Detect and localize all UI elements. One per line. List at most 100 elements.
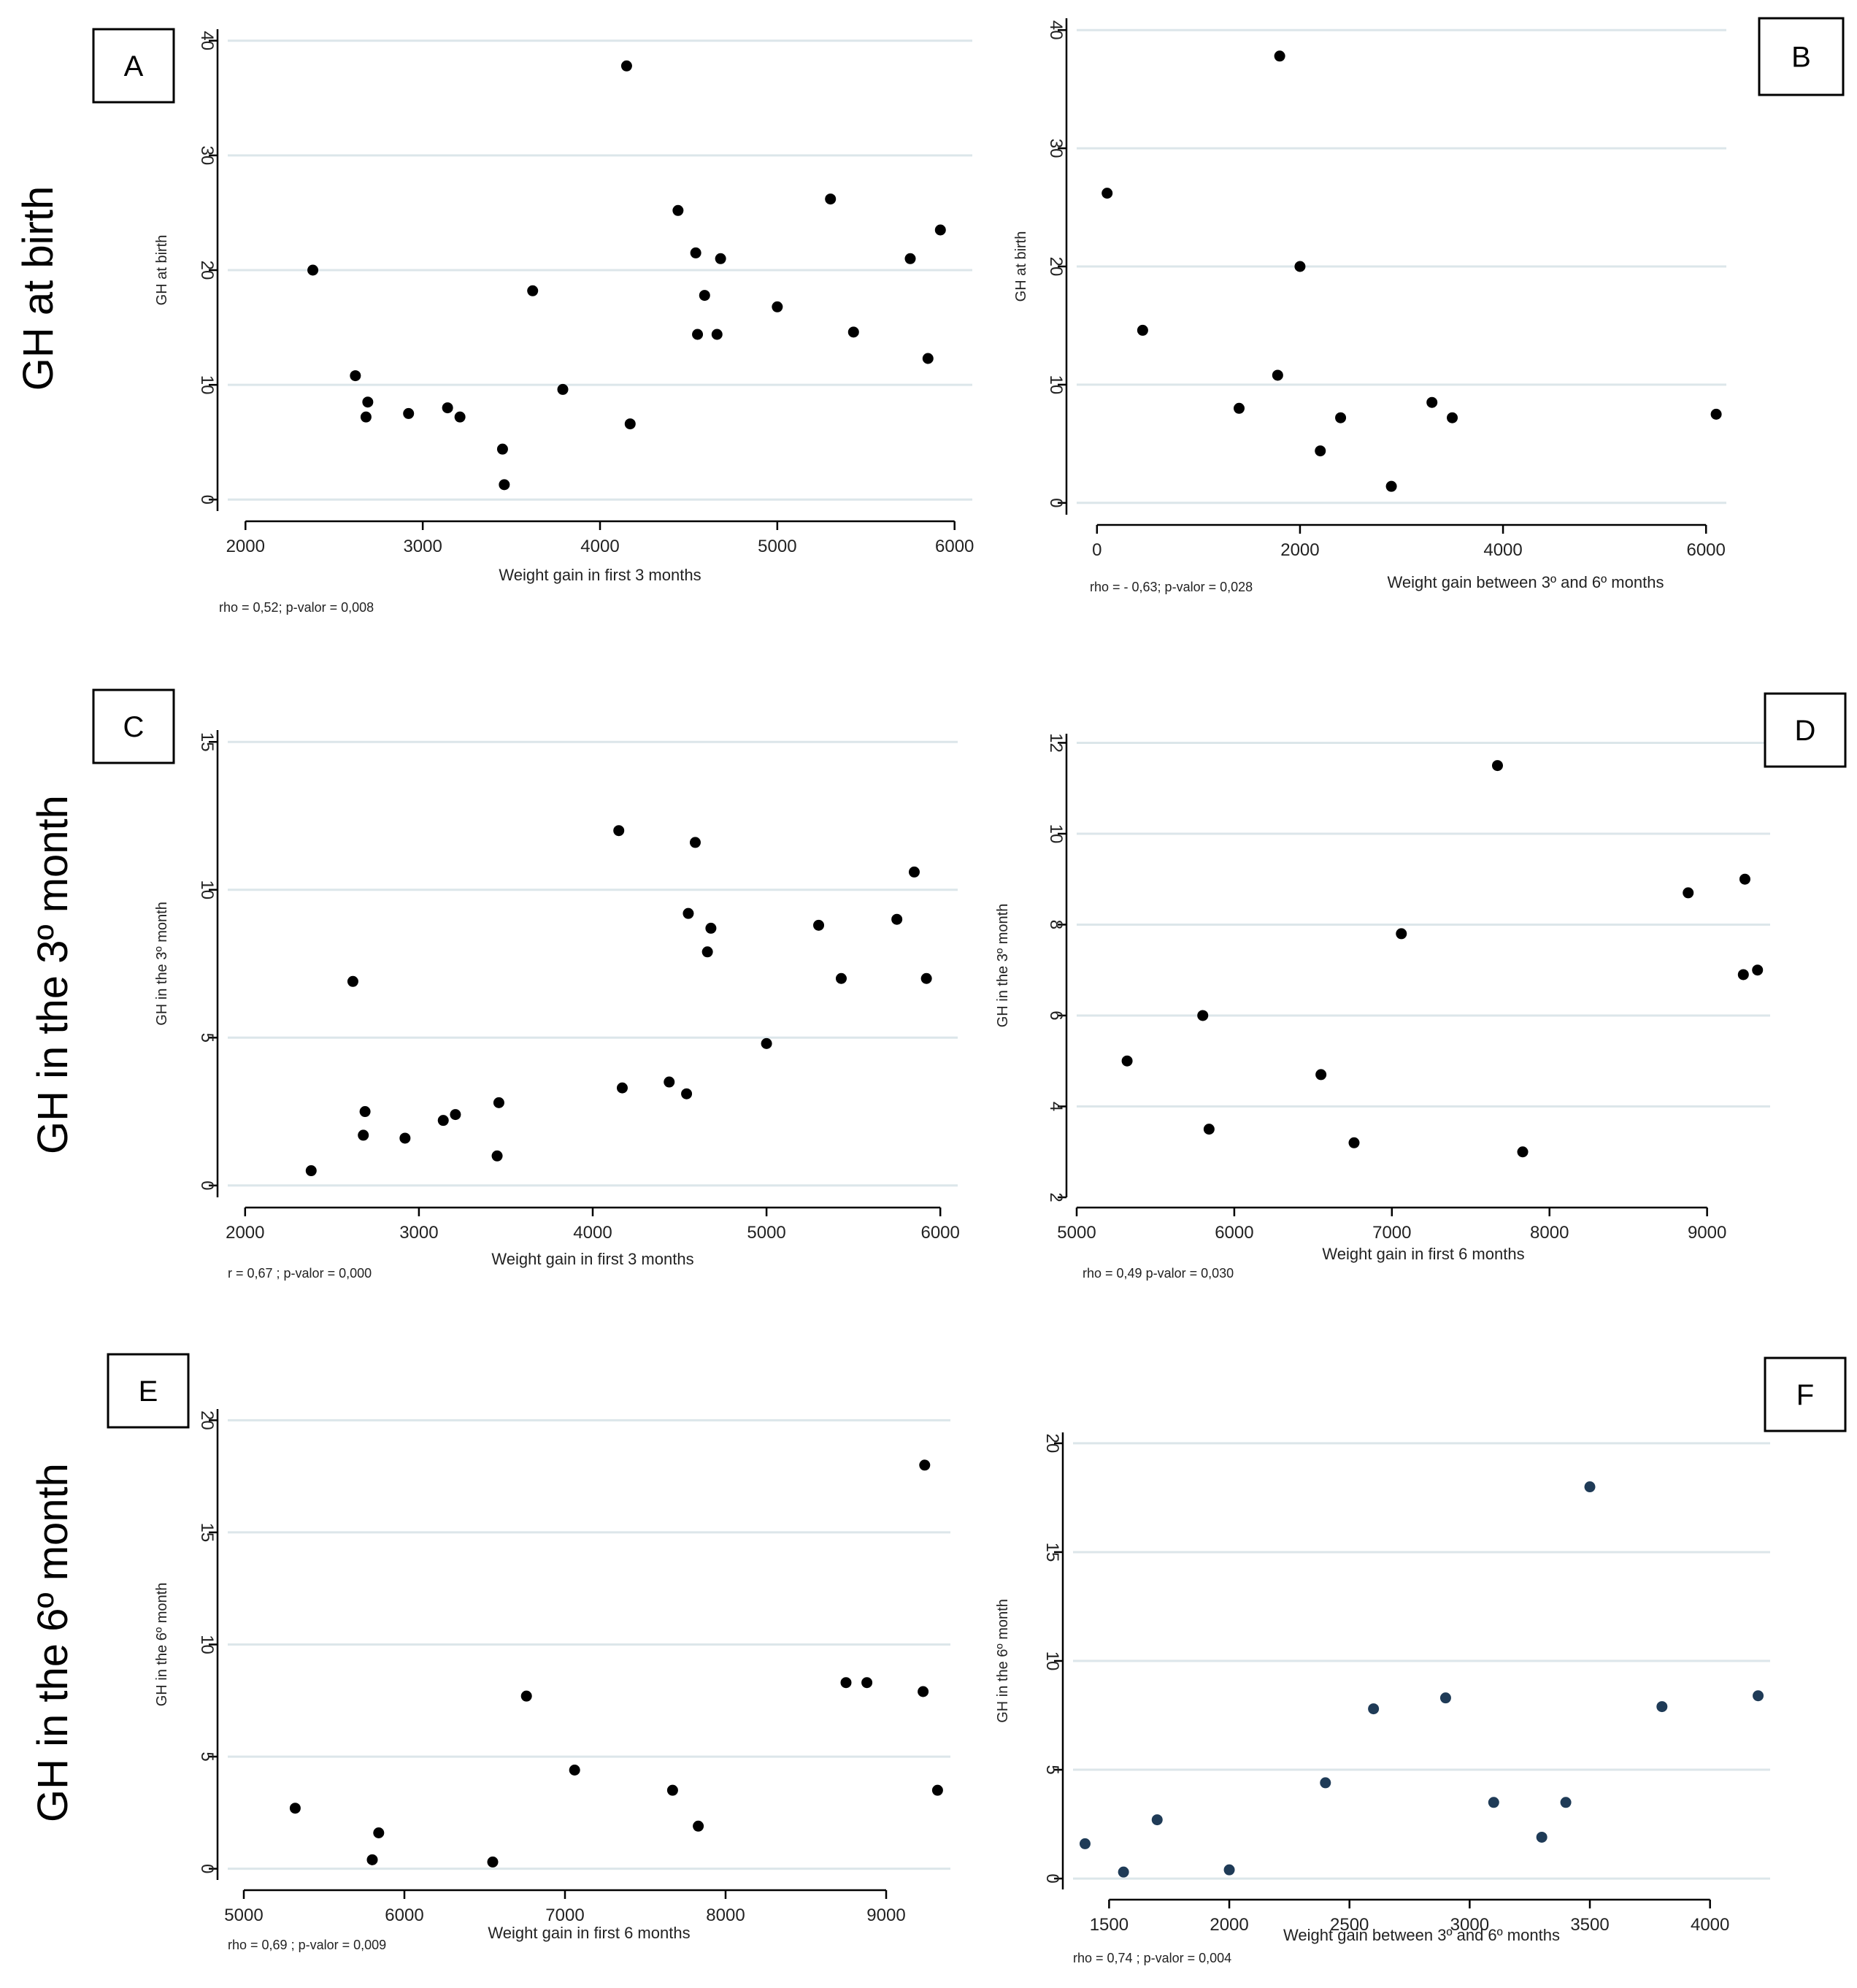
panel-letter: C [123,711,145,743]
data-point [358,1129,369,1141]
chart-panel-e: 0 5 10 15 20 5000 6000 7000 8000 9000 Weight gain … [107,1353,950,1952]
data-point [496,443,508,455]
data-point [454,411,466,423]
y-axis-title: GH at birth [154,235,170,306]
y-tick-label: 30 [197,146,217,166]
data-point [450,1109,461,1121]
panel-letter-box [1764,1356,1847,1432]
data-point [1121,1055,1133,1067]
data-point [620,60,632,72]
chart-panel-f: 0 5 10 15 20 1500 2000 2500 3000 3500 4000 Weight g… [995,1356,1847,1965]
data-point [705,922,717,934]
data-point [520,1690,532,1702]
data-point [305,1165,317,1177]
x-tick-label: 3000 [403,537,442,556]
x-axis-title: Weight gain in first 3 months [491,1250,693,1268]
data-point [1710,408,1722,420]
x-axis-title: Weight gain between 3º and 6º months [1388,573,1664,591]
data-point [1274,50,1285,62]
y-tick-label: 10 [197,1635,217,1654]
data-point [835,972,847,984]
data-point [1584,1481,1596,1493]
data-point [487,1856,499,1868]
data-point [664,1076,675,1088]
data-point [920,972,932,984]
data-point [289,1803,301,1814]
y-tick-label: 5 [1042,1765,1062,1774]
y-tick-label: 8 [1046,920,1066,929]
x-tick-label: 8000 [706,1906,745,1925]
x-axis-title: Weight gain between 3º and 6º months [1283,1926,1560,1944]
data-point [689,837,701,848]
y-tick-label: 15 [197,1523,217,1543]
data-point [761,1037,772,1049]
y-tick-label: 0 [197,1864,217,1873]
data-point [840,1677,852,1689]
y-tick-label: 6 [1046,1010,1066,1020]
data-point [681,1088,693,1099]
data-point [1491,760,1503,772]
y-tick-label: 15 [1042,1543,1062,1562]
data-point [1739,873,1750,885]
x-tick-label: 4000 [1691,1915,1729,1935]
data-point [672,204,684,216]
y-tick-label: 40 [197,31,217,50]
y-axis-title: GH at birth [1013,231,1029,302]
data-point [1315,1069,1327,1081]
data-point [373,1827,385,1838]
data-point [403,407,415,419]
panel-letter: B [1791,42,1811,74]
data-point [1079,1838,1091,1849]
x-tick-label: 7000 [545,1906,584,1925]
data-point [437,1115,449,1127]
stat-annotation: rho = - 0,63; p-valor = 0,028 [1090,580,1253,594]
data-point [1234,402,1245,414]
panel-letter: D [1795,715,1816,747]
data-point [891,913,903,925]
y-tick-label: 20 [197,1411,217,1430]
y-tick-label: 20 [1042,1434,1062,1454]
y-tick-label: 10 [1046,824,1066,844]
data-point [399,1132,411,1144]
y-axis-title: GH in the 6º month [995,1599,1011,1723]
x-tick-label: 2500 [1330,1915,1369,1935]
y-tick-label: 10 [1046,375,1066,395]
data-point [359,1106,371,1118]
x-tick-label: 7000 [1372,1223,1411,1243]
x-tick-label: 6000 [385,1906,423,1925]
chart-panel-d: 2 4 6 8 10 12 5000 6000 7000 8000 9000 Weight gain … [995,692,1847,1281]
data-point [666,1784,678,1796]
data-point [366,1854,378,1865]
y-tick-label: 40 [1046,20,1066,40]
data-point [1315,445,1326,457]
panel-letter: A [124,50,144,82]
data-point [624,418,636,430]
y-tick-label: 10 [197,880,217,899]
data-point [499,479,510,491]
data-point [934,224,946,236]
chart-panel-a: 0 10 20 30 40 2000 3000 4000 5000 6000 Weight gain… [92,28,974,615]
data-point [683,907,694,919]
y-axis-title: GH in the 6º month [154,1583,170,1707]
data-point [908,866,920,878]
stat-annotation: rho = 0,74 ; p-valor = 0,004 [1073,1951,1231,1965]
panel-letter-box [92,28,175,104]
data-point [1536,1831,1548,1843]
x-axis-title: Weight gain in first 6 months [488,1924,690,1942]
data-point [931,1784,943,1796]
data-point [922,353,934,364]
x-tick-label: 2000 [226,1223,264,1243]
data-point [1197,1010,1209,1021]
y-tick-label: 0 [197,495,217,504]
row-label-3-month: GH in the 3º month [29,795,77,1154]
x-tick-label: 6000 [935,537,974,556]
data-point [1439,1692,1451,1704]
x-tick-label: 3500 [1570,1915,1609,1935]
panel-letter-box [1764,692,1847,768]
data-point [613,825,625,837]
data-point [1223,1864,1235,1876]
data-point [350,370,361,382]
data-point [1560,1797,1572,1808]
y-tick-label: 0 [1046,498,1066,507]
